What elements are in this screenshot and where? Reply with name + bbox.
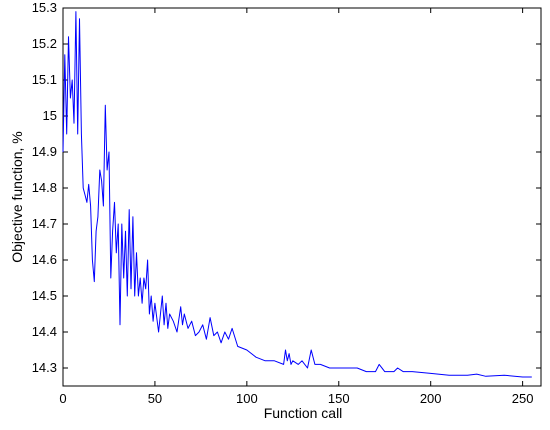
y-tick-label: 14.9 xyxy=(32,144,57,159)
y-tick-label: 14.4 xyxy=(32,324,57,339)
y-tick-label: 14.8 xyxy=(32,180,57,195)
y-axis-label: Objective function, % xyxy=(9,131,25,263)
y-tick-label: 15.2 xyxy=(32,36,57,51)
y-tick-label: 15.3 xyxy=(32,0,57,15)
series-line xyxy=(62,11,532,378)
tick-labels: 0 50 100 150 200 250 14.3 14.4 14.5 14.6 14.7 14.8 1… xyxy=(32,0,534,406)
y-tick-label: 15.1 xyxy=(32,72,57,87)
plot-frame xyxy=(62,7,542,387)
x-tick-label: 150 xyxy=(328,391,350,406)
y-tick-label: 14.6 xyxy=(32,252,57,267)
x-tick-label: 250 xyxy=(512,391,534,406)
axes xyxy=(62,7,542,387)
x-axis-label: Function call xyxy=(264,405,343,421)
y-tick-label: 14.7 xyxy=(32,216,57,231)
y-tick-label: 14.3 xyxy=(32,360,57,375)
y-tick-label: 14.5 xyxy=(32,288,57,303)
x-tick-label: 50 xyxy=(148,391,162,406)
x-tick-label: 200 xyxy=(420,391,442,406)
x-tick-label: 100 xyxy=(236,391,258,406)
x-tick-label: 0 xyxy=(59,391,66,406)
plot-area xyxy=(62,11,532,378)
y-tick-label: 15 xyxy=(43,108,57,123)
